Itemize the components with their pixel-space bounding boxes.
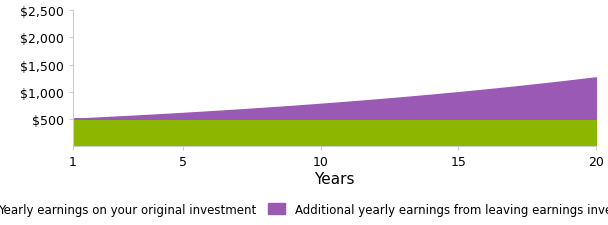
- X-axis label: Years: Years: [314, 171, 354, 186]
- Legend: Yearly earnings on your original investment, Additional yearly earnings from lea: Yearly earnings on your original investm…: [0, 199, 608, 219]
